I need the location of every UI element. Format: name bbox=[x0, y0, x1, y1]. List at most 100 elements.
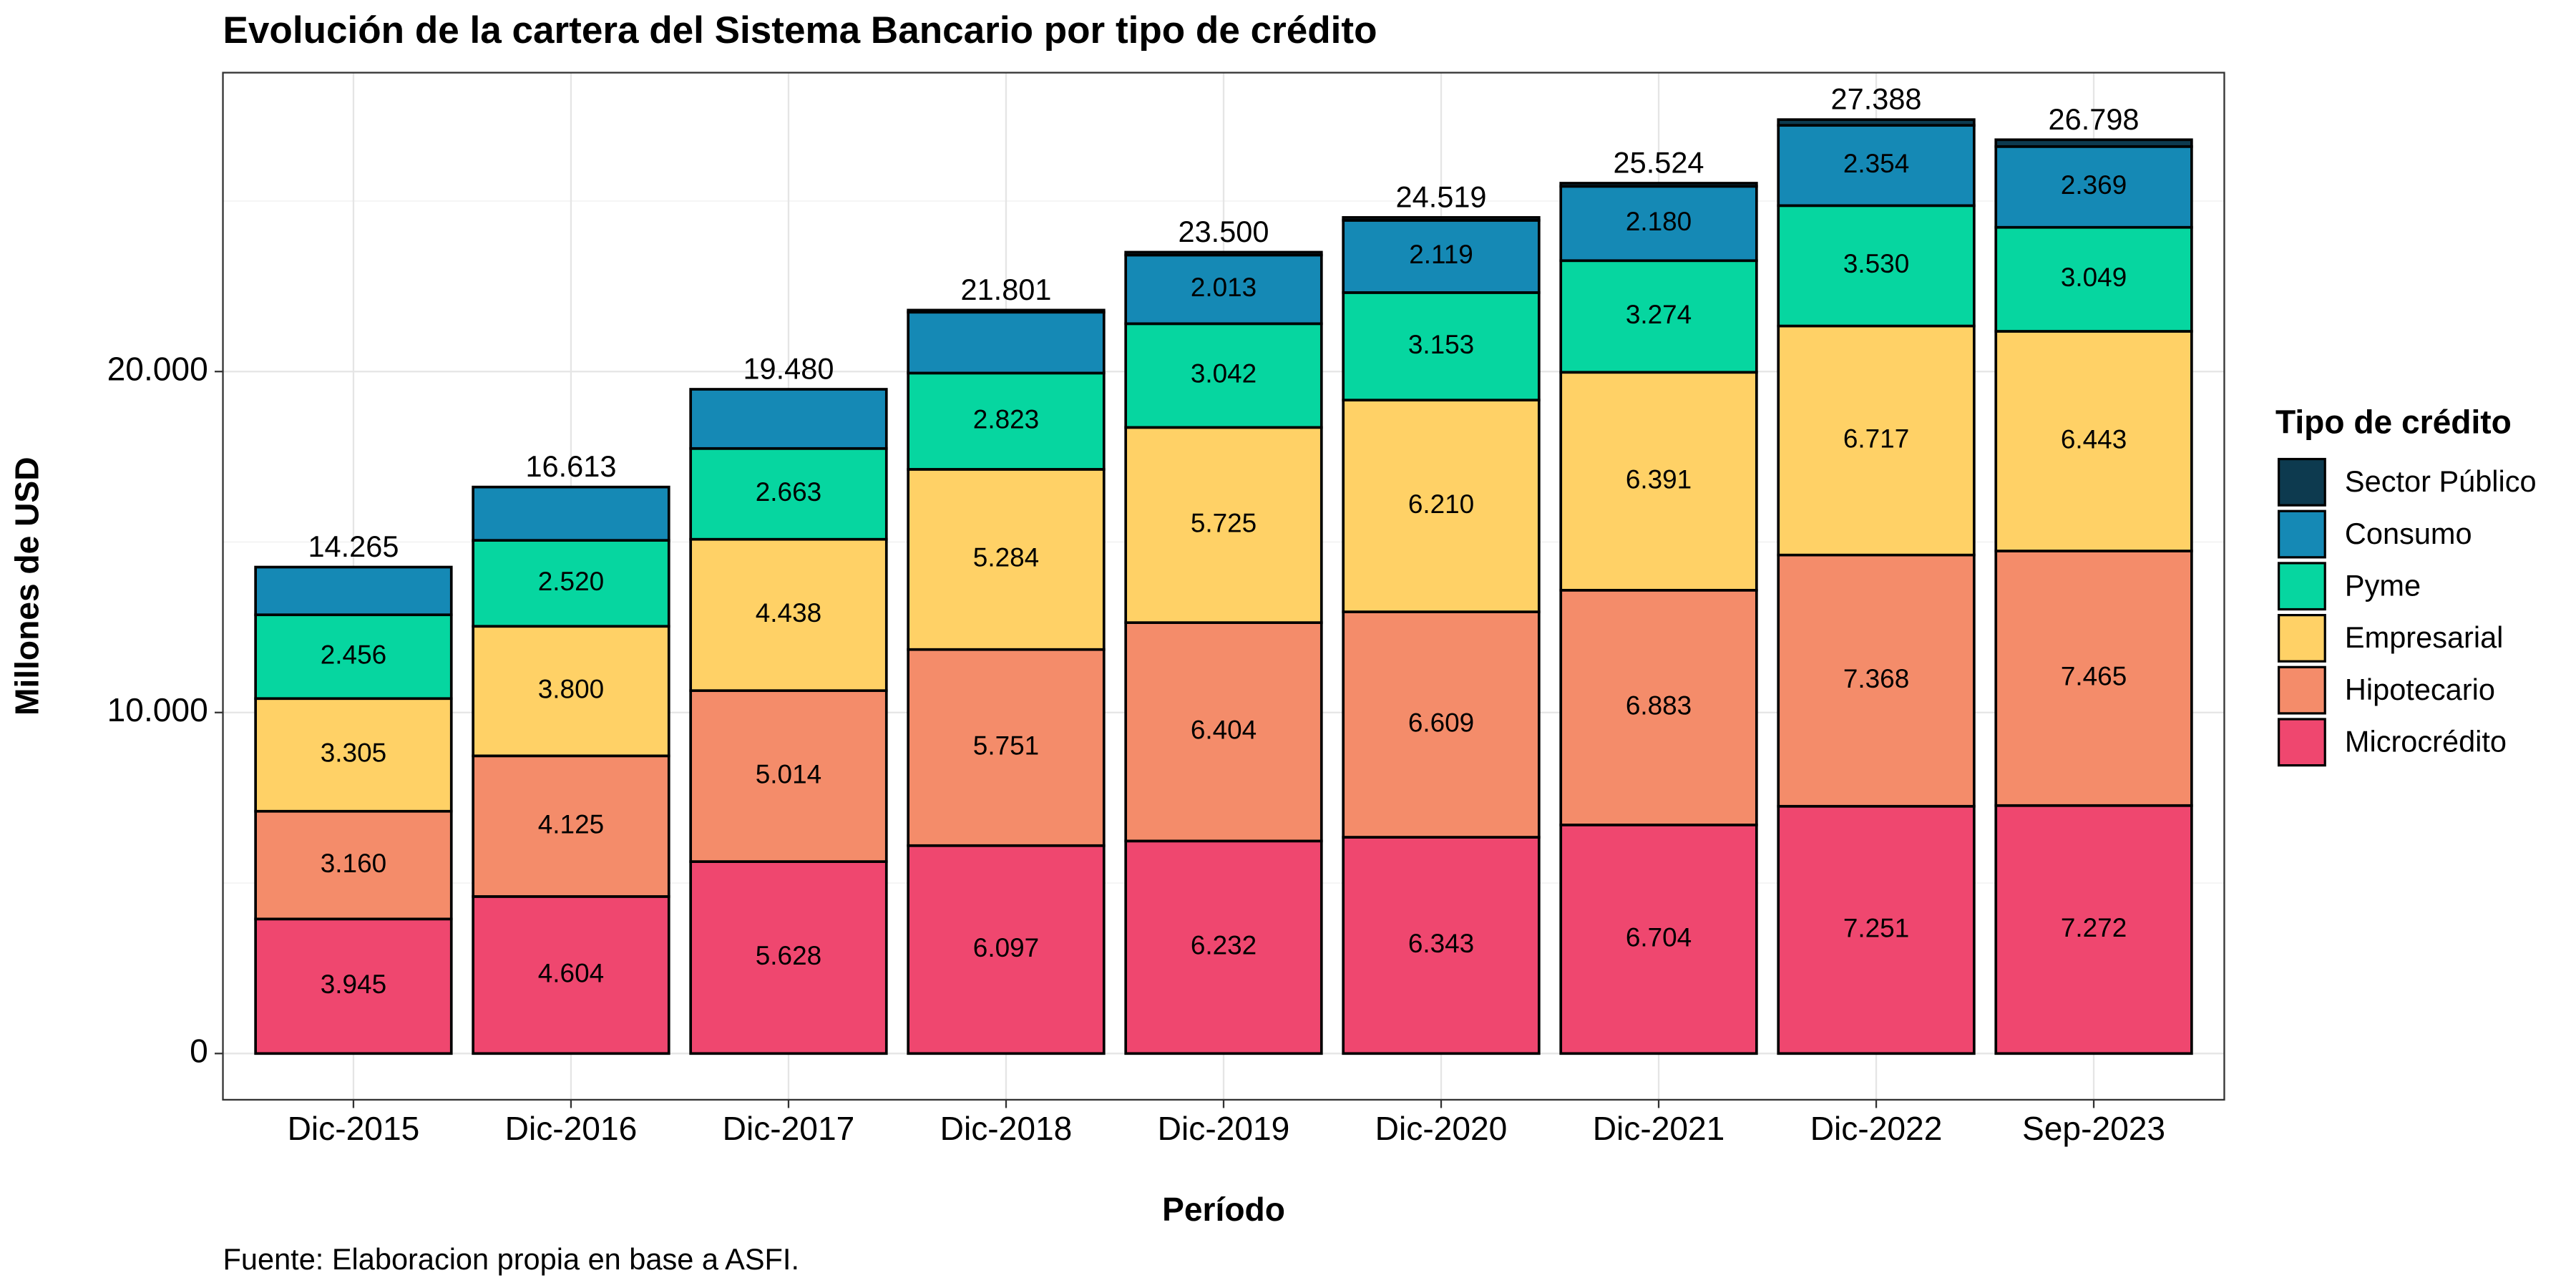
bar-segment bbox=[689, 388, 888, 450]
total-label: 27.388 bbox=[1831, 82, 1922, 116]
total-label: 19.480 bbox=[743, 352, 834, 386]
value-label: 3.530 bbox=[1843, 249, 1909, 278]
bar-segment bbox=[1342, 399, 1541, 613]
bar-segment bbox=[907, 308, 1106, 314]
value-label: 6.232 bbox=[1191, 931, 1257, 960]
bar-segment bbox=[1124, 250, 1323, 257]
value-label: 3.274 bbox=[1626, 300, 1692, 329]
bar-segment bbox=[1342, 219, 1541, 294]
value-label: 6.609 bbox=[1408, 708, 1474, 737]
x-tick-label: Dic-2021 bbox=[1593, 1110, 1725, 1147]
bar-segment bbox=[1124, 322, 1323, 429]
value-label: 7.272 bbox=[2061, 913, 2127, 942]
caption: Fuente: Elaboracion propia en base a ASF… bbox=[223, 1242, 799, 1276]
bar-segment bbox=[1124, 839, 1323, 1055]
legend-key bbox=[2277, 509, 2326, 559]
value-label: 4.125 bbox=[538, 809, 604, 839]
y-tick-label: 10.000 bbox=[107, 691, 208, 728]
bar-segment bbox=[472, 485, 670, 542]
legend-label: Pyme bbox=[2345, 569, 2421, 602]
value-label: 3.305 bbox=[321, 738, 386, 768]
value-label: 6.717 bbox=[1843, 424, 1909, 453]
value-label: 3.042 bbox=[1191, 359, 1257, 389]
value-label: 3.800 bbox=[538, 675, 604, 704]
bar-segment bbox=[472, 895, 670, 1055]
value-label: 2.119 bbox=[1409, 240, 1473, 269]
value-label: 7.251 bbox=[1843, 913, 1909, 942]
bar-segment bbox=[689, 860, 888, 1055]
bar-segment bbox=[1994, 550, 2193, 807]
total-label: 21.801 bbox=[960, 273, 1051, 306]
bar-segment bbox=[254, 565, 453, 617]
value-label: 3.049 bbox=[2061, 263, 2127, 292]
bar-segment bbox=[1777, 804, 1976, 1055]
y-tick-label: 20.000 bbox=[107, 350, 208, 387]
value-label: 5.725 bbox=[1191, 508, 1257, 537]
legend-title: Tipo de crédito bbox=[2275, 403, 2512, 440]
bar-segment bbox=[1559, 371, 1758, 592]
bar-segment bbox=[1994, 145, 2193, 229]
bar-segment bbox=[1559, 182, 1758, 188]
x-tick-label: Dic-2015 bbox=[288, 1110, 420, 1147]
bar-segment bbox=[907, 311, 1106, 375]
legend-key bbox=[2277, 718, 2326, 767]
value-label: 2.823 bbox=[973, 404, 1039, 434]
y-tick-label: 0 bbox=[190, 1032, 208, 1069]
bar-segment bbox=[1994, 225, 2193, 333]
bar-segment bbox=[472, 625, 670, 758]
total-label: 23.500 bbox=[1179, 215, 1269, 248]
value-label: 6.210 bbox=[1408, 489, 1474, 519]
bar-segment bbox=[254, 917, 453, 1055]
legend-label: Microcrédito bbox=[2345, 725, 2507, 758]
bar-segment bbox=[1342, 836, 1541, 1055]
chart-title: Evolución de la cartera del Sistema Banc… bbox=[223, 9, 1377, 52]
value-label: 6.097 bbox=[973, 933, 1039, 962]
value-label: 6.391 bbox=[1626, 464, 1692, 494]
total-label: 24.519 bbox=[1396, 180, 1487, 213]
bar-segment bbox=[1342, 216, 1541, 222]
legend-key bbox=[2277, 665, 2326, 715]
legend-key bbox=[2277, 613, 2326, 663]
bar-segment bbox=[1994, 804, 2193, 1055]
value-label: 5.014 bbox=[756, 759, 821, 789]
legend-label: Sector Público bbox=[2345, 464, 2537, 498]
y-axis-title: Millones de USD bbox=[9, 457, 46, 715]
value-label: 5.628 bbox=[756, 941, 821, 970]
panel-border bbox=[222, 72, 2225, 1101]
value-label: 7.368 bbox=[1843, 664, 1909, 693]
legend-key bbox=[2277, 457, 2326, 507]
bar-segment bbox=[1777, 204, 1976, 328]
x-tick-label: Dic-2016 bbox=[505, 1110, 638, 1147]
bar-segment bbox=[1777, 124, 1976, 208]
legend-label: Consumo bbox=[2345, 517, 2472, 550]
value-label: 6.883 bbox=[1626, 691, 1692, 721]
value-label: 4.604 bbox=[538, 958, 604, 987]
x-tick-label: Dic-2018 bbox=[940, 1110, 1073, 1147]
value-label: 4.438 bbox=[756, 598, 821, 628]
value-label: 2.013 bbox=[1191, 273, 1257, 302]
x-axis-title: Período bbox=[1162, 1191, 1285, 1228]
value-label: 2.180 bbox=[1626, 207, 1692, 236]
value-label: 6.404 bbox=[1191, 715, 1257, 744]
total-label: 25.524 bbox=[1614, 146, 1704, 180]
value-label: 2.354 bbox=[1843, 149, 1909, 178]
x-tick-label: Dic-2019 bbox=[1158, 1110, 1290, 1147]
legend-label: Empresarial bbox=[2345, 620, 2503, 654]
total-label: 16.613 bbox=[525, 449, 616, 483]
bar-segment bbox=[907, 844, 1106, 1055]
value-label: 6.704 bbox=[1626, 922, 1692, 952]
bar-segment bbox=[254, 809, 453, 921]
value-label: 6.343 bbox=[1408, 929, 1474, 958]
value-label: 3.153 bbox=[1408, 330, 1474, 359]
value-label: 2.456 bbox=[321, 640, 386, 669]
bar-segment bbox=[1124, 426, 1323, 624]
bar-segment bbox=[1994, 138, 2193, 148]
bar-segment bbox=[689, 689, 888, 863]
total-label: 14.265 bbox=[308, 530, 399, 563]
bar-segment bbox=[1777, 118, 1976, 127]
value-label: 3.945 bbox=[321, 970, 386, 999]
value-label: 5.284 bbox=[973, 543, 1039, 572]
value-label: 6.443 bbox=[2061, 424, 2127, 454]
